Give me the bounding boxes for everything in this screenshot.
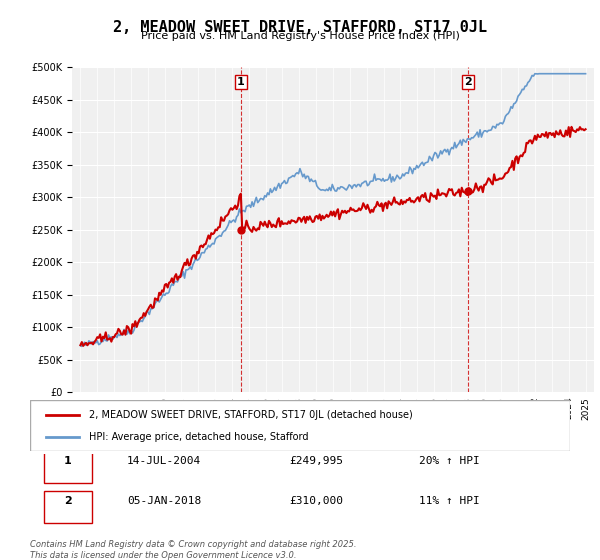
Text: £310,000: £310,000 bbox=[289, 496, 343, 506]
Text: 1: 1 bbox=[237, 77, 245, 87]
Text: 2: 2 bbox=[464, 77, 472, 87]
FancyBboxPatch shape bbox=[44, 451, 92, 483]
Text: 1: 1 bbox=[64, 456, 71, 466]
Text: Contains HM Land Registry data © Crown copyright and database right 2025.
This d: Contains HM Land Registry data © Crown c… bbox=[30, 540, 356, 560]
Text: 11% ↑ HPI: 11% ↑ HPI bbox=[419, 496, 479, 506]
Text: 2: 2 bbox=[64, 496, 71, 506]
Text: 20% ↑ HPI: 20% ↑ HPI bbox=[419, 456, 479, 466]
Text: 2, MEADOW SWEET DRIVE, STAFFORD, ST17 0JL (detached house): 2, MEADOW SWEET DRIVE, STAFFORD, ST17 0J… bbox=[89, 409, 413, 419]
Text: £249,995: £249,995 bbox=[289, 456, 343, 466]
Text: 14-JUL-2004: 14-JUL-2004 bbox=[127, 456, 202, 466]
Text: HPI: Average price, detached house, Stafford: HPI: Average price, detached house, Staf… bbox=[89, 432, 309, 442]
Text: Price paid vs. HM Land Registry's House Price Index (HPI): Price paid vs. HM Land Registry's House … bbox=[140, 31, 460, 41]
FancyBboxPatch shape bbox=[44, 492, 92, 524]
FancyBboxPatch shape bbox=[30, 400, 570, 451]
Text: 2, MEADOW SWEET DRIVE, STAFFORD, ST17 0JL: 2, MEADOW SWEET DRIVE, STAFFORD, ST17 0J… bbox=[113, 20, 487, 35]
Text: 05-JAN-2018: 05-JAN-2018 bbox=[127, 496, 202, 506]
